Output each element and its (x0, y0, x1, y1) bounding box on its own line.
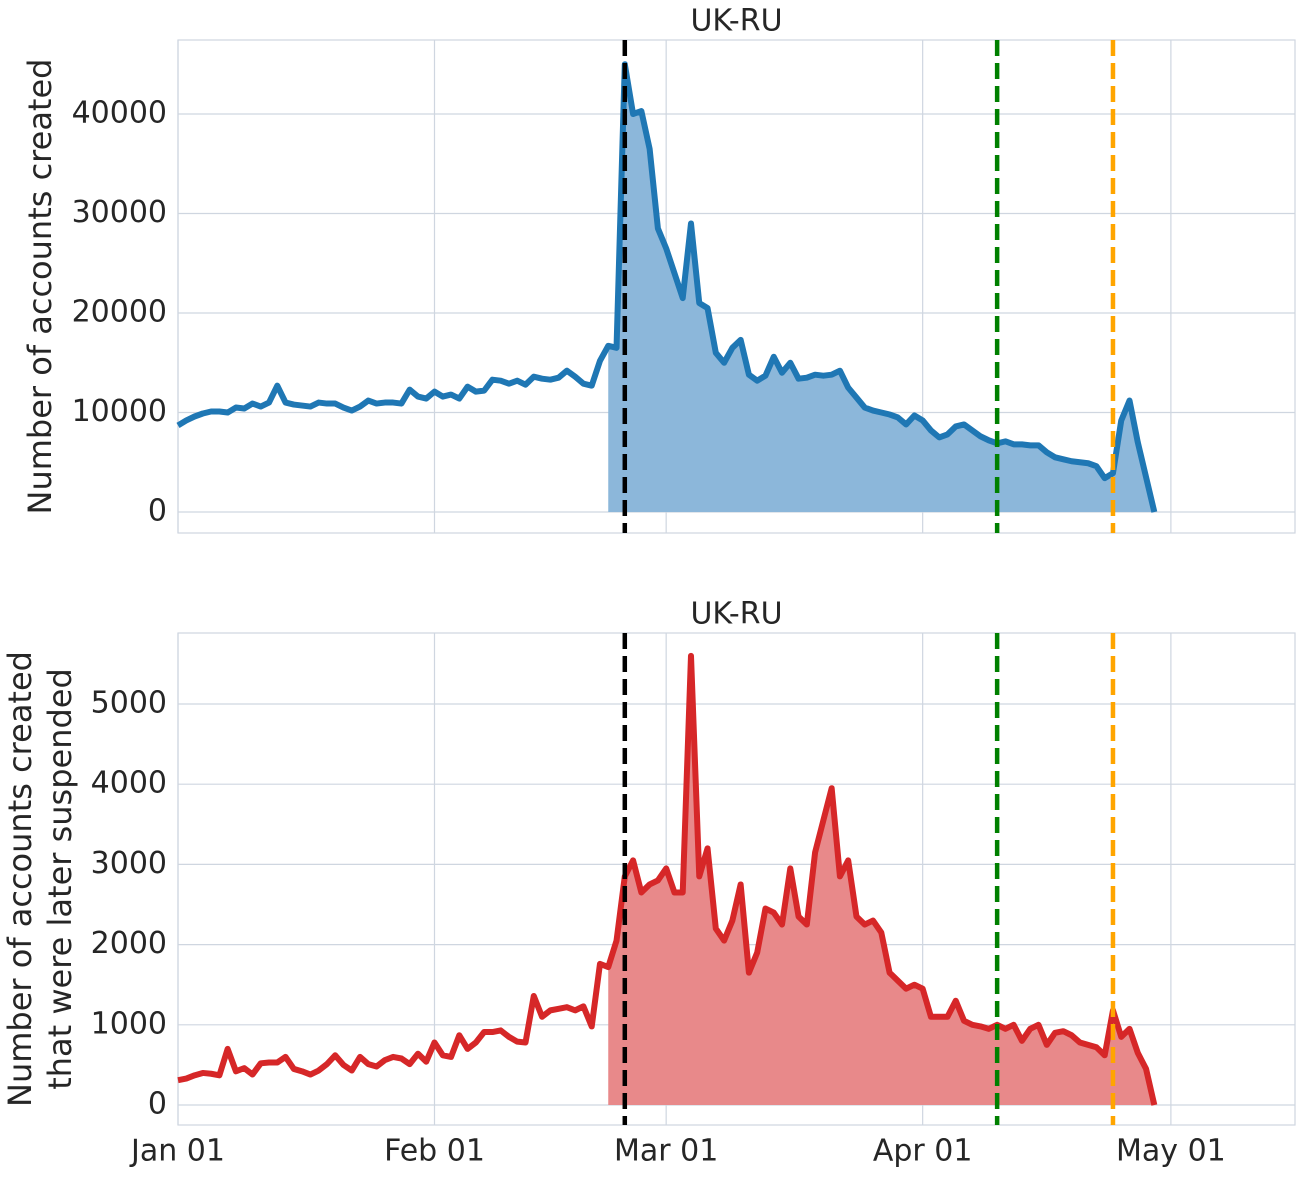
data-line (177, 652, 1158, 1106)
y-tick-label: 10000 (72, 394, 167, 429)
y-tick-label: 2000 (91, 926, 167, 961)
y-tick-label: 4000 (91, 766, 167, 801)
shaded-area (608, 655, 1155, 1106)
x-tick-label: Jan 01 (129, 1134, 225, 1169)
y-tick-label: 40000 (72, 96, 167, 131)
y-tick-label: 30000 (72, 195, 167, 230)
chart-title: UK-RU (690, 597, 782, 632)
y-axis-label: Number of accounts created (21, 59, 59, 515)
x-tick-label: Apr 01 (873, 1134, 973, 1169)
data-line (176, 61, 1158, 513)
y-tick-label: 1000 (91, 1006, 167, 1041)
y-tick-label: 0 (148, 1087, 167, 1122)
chart-title: UK-RU (690, 4, 782, 39)
y-axis-label: Number of accounts created (1, 651, 39, 1107)
x-tick-label: Mar 01 (614, 1134, 718, 1169)
x-tick-label: May 01 (1116, 1134, 1226, 1169)
shaded-area (608, 64, 1155, 513)
y-tick-label: 5000 (91, 685, 167, 720)
y-tick-label: 0 (148, 494, 167, 529)
y-tick-label: 20000 (72, 295, 167, 330)
x-tick-label: Feb 01 (384, 1134, 485, 1169)
y-axis-label: that were later suspended (41, 668, 79, 1090)
y-tick-label: 3000 (91, 846, 167, 881)
